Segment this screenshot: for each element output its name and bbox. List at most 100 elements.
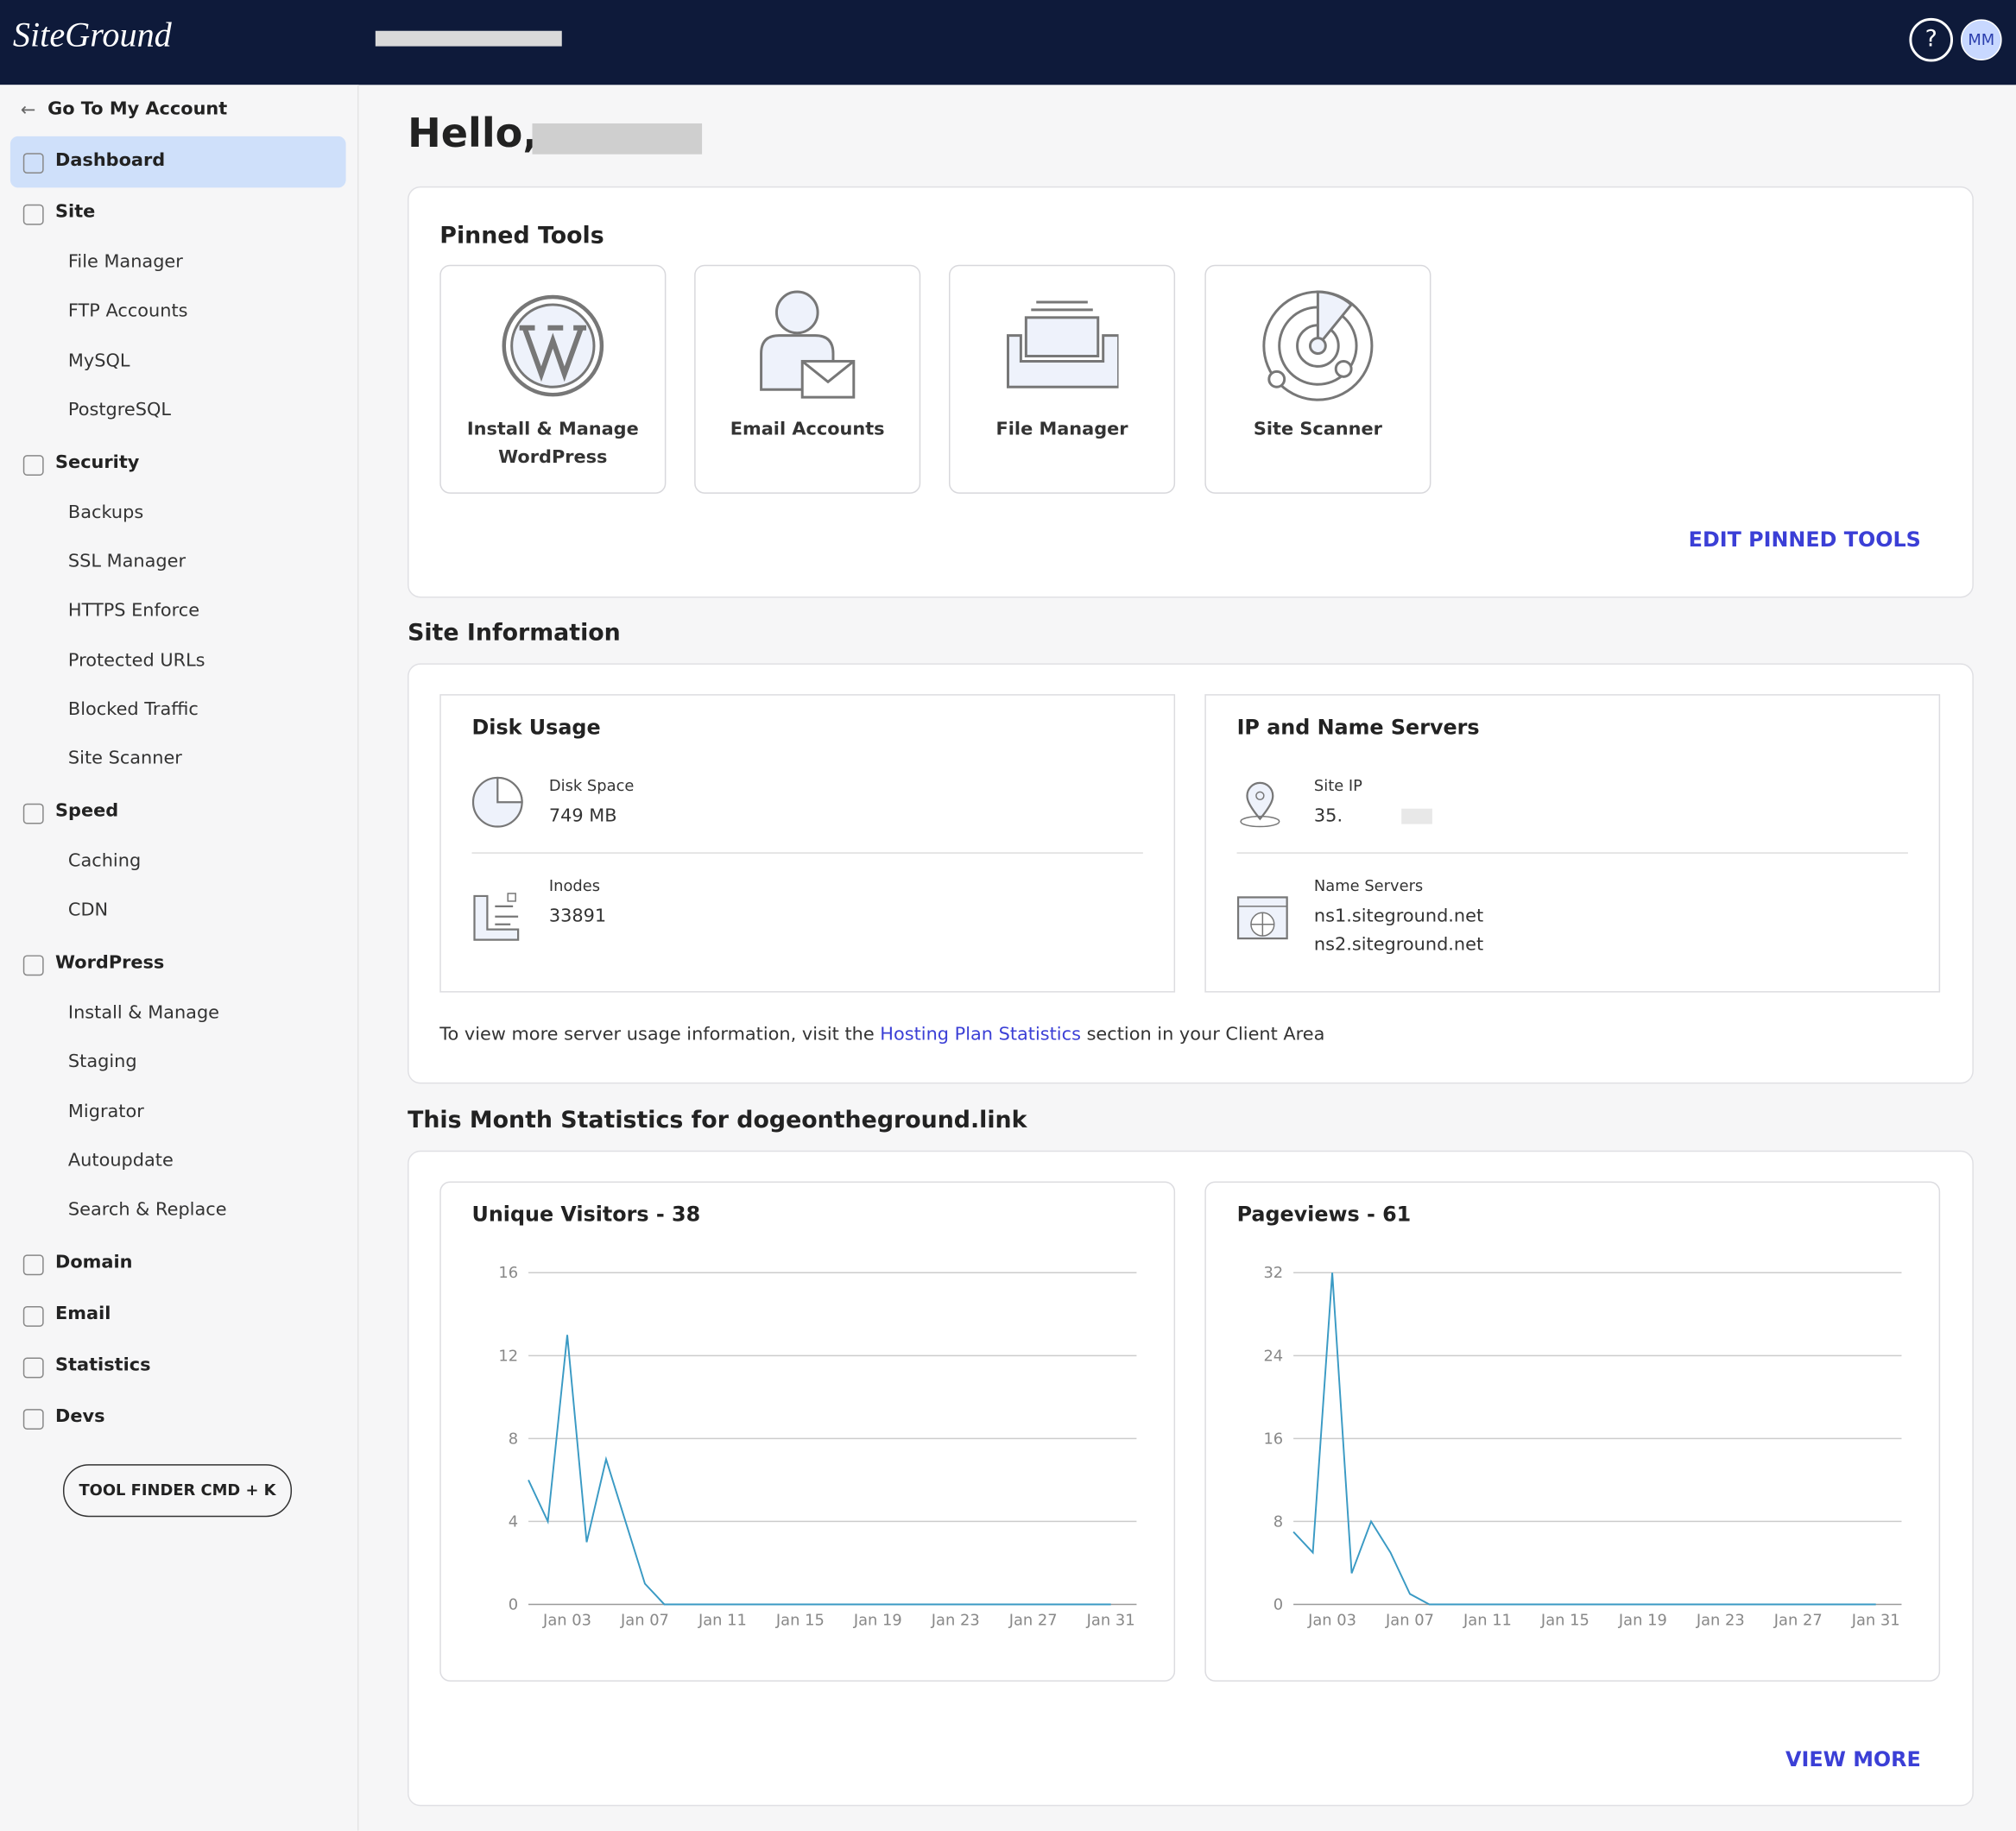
y-tick-label: 24 xyxy=(1263,1347,1283,1365)
menu-item[interactable]: Backups xyxy=(68,502,143,523)
section-label[interactable]: Email xyxy=(55,1304,111,1324)
y-tick-label: 8 xyxy=(509,1430,518,1448)
icon xyxy=(472,775,527,830)
y-tick-label: 12 xyxy=(498,1347,518,1365)
menu-item[interactable]: SSL Manager xyxy=(68,552,186,572)
icon xyxy=(1006,289,1119,402)
menu-item[interactable]: Search & Replace xyxy=(68,1200,227,1221)
view-more[interactable]: VIEW MORE xyxy=(1785,1747,1921,1771)
tool-label: Email Accounts xyxy=(709,415,907,444)
section-icon xyxy=(23,1358,44,1379)
x-tick-label: Jan 19 xyxy=(853,1611,902,1629)
help-button[interactable]: ? xyxy=(1909,18,1953,62)
value: 35. xyxy=(1314,806,1343,827)
avatar[interactable]: MM xyxy=(1961,19,2002,60)
icon xyxy=(496,289,610,402)
menu-item[interactable]: Install & Manage xyxy=(68,1003,219,1024)
note-link[interactable]: Hosting Plan Statistics xyxy=(880,1025,1081,1045)
section-label[interactable]: Devs xyxy=(55,1406,104,1427)
section-label[interactable]: Domain xyxy=(55,1253,132,1273)
x-tick-label: Jan 27 xyxy=(1773,1611,1823,1629)
tool-label: Site Scanner xyxy=(1219,415,1417,444)
sidebar xyxy=(0,85,358,1830)
tool-finder[interactable]: TOOL FINDER CMD + K xyxy=(63,1464,292,1517)
redacted xyxy=(533,123,703,155)
tool-label: File Manager xyxy=(963,415,1160,444)
y-tick-label: 8 xyxy=(1273,1512,1283,1531)
y-tick-label: 16 xyxy=(498,1264,518,1282)
section-label[interactable]: Statistics xyxy=(55,1355,150,1376)
note: To view more server usage information, v… xyxy=(439,1025,1324,1045)
greeting: Hello, xyxy=(408,110,538,157)
tool-card[interactable]: Install & Manage WordPress xyxy=(439,265,666,494)
label: Inodes xyxy=(549,877,600,895)
x-tick-label: Jan 11 xyxy=(698,1611,747,1629)
label: Name Servers xyxy=(1314,877,1423,895)
menu-item[interactable]: Site Scanner xyxy=(68,748,182,769)
section-icon xyxy=(23,205,44,225)
top-bar: SiteGround ? MM xyxy=(0,0,2016,85)
y-tick-label: 32 xyxy=(1263,1264,1283,1282)
value: ns1.siteground.net xyxy=(1314,906,1483,927)
icon xyxy=(472,891,524,945)
tool-card[interactable]: Site Scanner xyxy=(1204,265,1431,494)
menu-item[interactable]: Staging xyxy=(68,1052,137,1073)
menu-item[interactable]: Autoupdate xyxy=(68,1151,174,1171)
logo[interactable]: SiteGround xyxy=(13,16,172,55)
section-icon xyxy=(23,1255,44,1276)
chart-card: Unique Visitors - 380481216Jan 03Jan 07J… xyxy=(439,1182,1175,1682)
x-tick-label: Jan 31 xyxy=(1086,1611,1135,1629)
card-title: Disk Usage xyxy=(472,715,601,739)
section-title: Pinned Tools xyxy=(439,223,604,249)
section-icon xyxy=(23,804,44,824)
chart-card: Pageviews - 6108162432Jan 03Jan 07Jan 11… xyxy=(1204,1182,1940,1682)
x-tick-label: Jan 27 xyxy=(1008,1611,1058,1629)
section-icon xyxy=(23,1409,44,1430)
back-arrow: ← xyxy=(21,100,35,121)
redacted xyxy=(1401,809,1432,824)
tool-card[interactable]: File Manager xyxy=(949,265,1175,494)
back-link[interactable]: Go To My Account xyxy=(47,99,227,120)
menu-item[interactable]: Migrator xyxy=(68,1102,144,1122)
card-title: IP and Name Servers xyxy=(1237,715,1480,739)
menu-item[interactable]: File Manager xyxy=(68,252,183,273)
menu-item[interactable]: Caching xyxy=(68,851,141,872)
tool-label: Install & Manage WordPress xyxy=(454,415,652,472)
chart: Unique Visitors - 380481216Jan 03Jan 07J… xyxy=(441,1183,1174,1680)
section-title: Site Information xyxy=(408,620,621,647)
icon xyxy=(1237,780,1284,832)
chart-title: Unique Visitors - 38 xyxy=(472,1203,701,1227)
note-text: To view more server usage information, v… xyxy=(439,1025,874,1045)
menu-item[interactable]: PostgreSQL xyxy=(68,400,171,420)
y-tick-label: 0 xyxy=(1273,1595,1283,1613)
value: ns2.siteground.net xyxy=(1314,935,1483,956)
section-label[interactable]: Site xyxy=(55,202,95,223)
section-label[interactable]: Dashboard xyxy=(55,150,165,171)
icon xyxy=(1261,289,1375,402)
menu-item[interactable]: HTTPS Enforce xyxy=(68,601,199,622)
menu-item[interactable]: Protected URLs xyxy=(68,650,205,671)
x-tick-label: Jan 23 xyxy=(1696,1611,1745,1629)
section-icon xyxy=(23,956,44,976)
edit-link[interactable]: EDIT PINNED TOOLS xyxy=(1689,527,1921,552)
value: 749 MB xyxy=(549,806,617,827)
menu-item[interactable]: MySQL xyxy=(68,350,130,371)
menu-item[interactable]: FTP Accounts xyxy=(68,301,188,322)
section-icon xyxy=(23,153,44,174)
icon xyxy=(1237,896,1292,945)
menu-item[interactable]: Blocked Traffic xyxy=(68,699,199,720)
x-tick-label: Jan 07 xyxy=(620,1611,669,1629)
section-label[interactable]: Security xyxy=(55,452,139,473)
x-tick-label: Jan 11 xyxy=(1463,1611,1512,1629)
x-tick-label: Jan 15 xyxy=(775,1611,825,1629)
menu-item[interactable]: CDN xyxy=(68,900,108,921)
ip-card: IP and Name Servers Site IP 35. Name Ser… xyxy=(1204,694,1940,992)
section-icon xyxy=(23,1306,44,1327)
section-label[interactable]: Speed xyxy=(55,801,118,822)
icon xyxy=(751,289,864,402)
tool-card[interactable]: Email Accounts xyxy=(694,265,920,494)
x-tick-label: Jan 15 xyxy=(1540,1611,1589,1629)
section-label[interactable]: WordPress xyxy=(55,953,164,974)
x-tick-label: Jan 23 xyxy=(931,1611,980,1629)
